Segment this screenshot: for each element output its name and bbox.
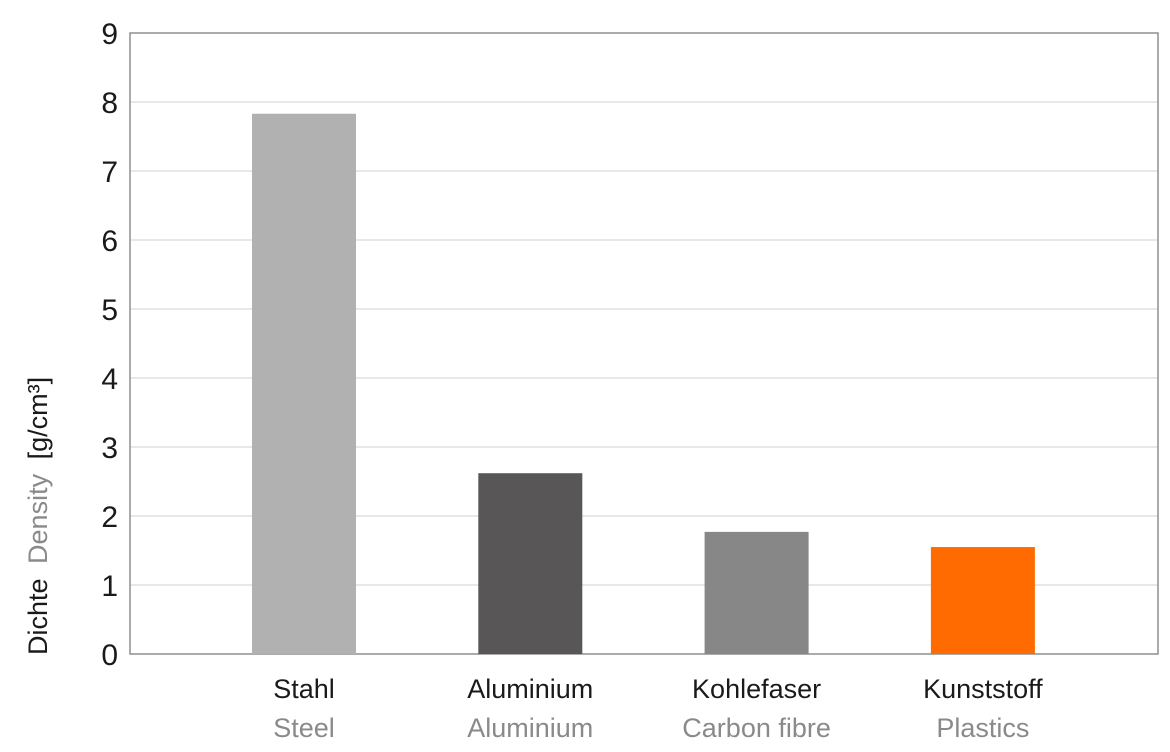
y-tick-label: 8 xyxy=(101,87,118,120)
bar-carbon-fibre xyxy=(704,531,809,654)
category-label-primary: Kohlefaser xyxy=(692,674,821,704)
category-label-primary: Aluminium xyxy=(467,674,593,704)
y-tick-label: 6 xyxy=(101,225,118,258)
y-axis-label-primary: Dichte xyxy=(23,578,53,655)
category-label-secondary: Aluminium xyxy=(467,713,593,743)
x-category-labels: Stahl Steel Aluminium Aluminium Kohlefaser Ca… xyxy=(273,674,1043,743)
y-tick-label: 4 xyxy=(101,363,118,396)
y-tick-label: 9 xyxy=(101,18,118,51)
y-tick-label: 1 xyxy=(101,570,118,603)
y-tick-label: 3 xyxy=(101,432,118,465)
bar-steel xyxy=(252,113,356,655)
y-tick-label: 2 xyxy=(101,501,118,534)
y-tick-label: 7 xyxy=(101,156,118,189)
y-tick-label: 5 xyxy=(101,294,118,327)
plot-frame xyxy=(129,32,1159,655)
bars xyxy=(252,113,1035,655)
category-label-primary: Stahl xyxy=(273,674,335,704)
y-tick-labels: 0 1 2 3 4 5 6 7 8 9 xyxy=(101,18,118,672)
y-axis-label-unit: [g/cm³] xyxy=(23,377,53,460)
bar-aluminium xyxy=(478,473,583,654)
category-label-secondary: Steel xyxy=(273,713,335,743)
y-tick-label: 0 xyxy=(101,639,118,672)
y-axis-label: Dichte Density [g/cm³] xyxy=(23,377,53,655)
bar-plastics xyxy=(930,547,1035,654)
y-axis-label-secondary: Density xyxy=(23,473,53,564)
category-label-secondary: Plastics xyxy=(936,713,1029,743)
category-label-primary: Kunststoff xyxy=(923,674,1043,704)
category-label-secondary: Carbon fibre xyxy=(682,713,831,743)
